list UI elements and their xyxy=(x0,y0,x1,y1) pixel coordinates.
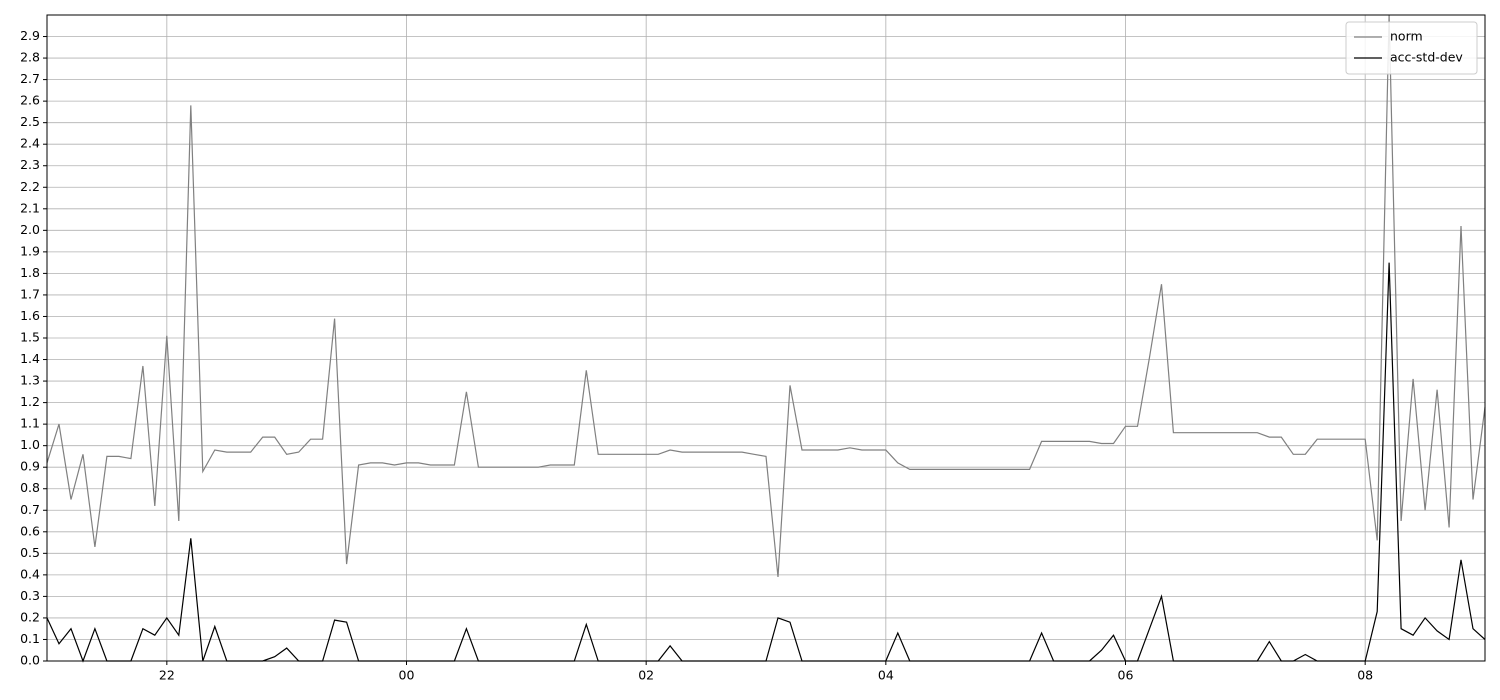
legend: norm acc-std-dev xyxy=(1345,21,1478,75)
y-tick-label: 1.3 xyxy=(20,373,40,388)
y-tick-label: 1.7 xyxy=(20,286,40,301)
y-tick-label: 2.2 xyxy=(20,179,40,194)
y-tick-label: 2.9 xyxy=(20,28,40,43)
y-tick-label: 2.8 xyxy=(20,50,40,65)
y-tick-label: 2.3 xyxy=(20,157,40,172)
y-tick-label: 2.6 xyxy=(20,93,40,108)
y-tick-label: 1.2 xyxy=(20,394,40,409)
series-line xyxy=(46,14,1486,578)
x-tick-label: 22 xyxy=(159,668,175,683)
y-tick-label: 0.1 xyxy=(20,631,40,646)
y-tick-label: 1.6 xyxy=(20,308,40,323)
y-tick-label: 2.5 xyxy=(20,114,40,129)
x-tick-label: 06 xyxy=(1118,668,1134,683)
y-tick-label: 1.8 xyxy=(20,265,40,280)
y-tick-label: 0.7 xyxy=(20,502,40,517)
y-tick-label: 0.4 xyxy=(20,566,40,581)
y-tick-label: 0.0 xyxy=(20,653,40,668)
y-tick-label: 1.9 xyxy=(20,243,40,258)
y-tick-label: 0.2 xyxy=(20,609,40,624)
x-tick-label: 08 xyxy=(1357,668,1373,683)
y-tick-label: 0.5 xyxy=(20,545,40,560)
x-tick-label: 00 xyxy=(399,668,415,683)
legend-label: norm xyxy=(1390,29,1423,44)
legend-box xyxy=(1345,21,1478,75)
y-tick-label: 1.0 xyxy=(20,437,40,452)
y-tick-label: 1.4 xyxy=(20,351,40,366)
y-tick-label: 0.3 xyxy=(20,588,40,603)
y-tick-label: 2.4 xyxy=(20,136,40,151)
y-tick-label: 1.1 xyxy=(20,416,40,431)
y-tick-label: 2.0 xyxy=(20,222,40,237)
x-tick-label: 02 xyxy=(638,668,654,683)
y-tick-label: 1.5 xyxy=(20,330,40,345)
y-tick-label: 0.8 xyxy=(20,480,40,495)
y-tick-label: 2.7 xyxy=(20,71,40,86)
y-tick-label: 0.6 xyxy=(20,523,40,538)
legend-label: acc-std-dev xyxy=(1390,50,1463,65)
plot-frame xyxy=(46,14,1486,662)
y-tick-label: 0.9 xyxy=(20,459,40,474)
x-tick-label: 04 xyxy=(878,668,894,683)
y-tick-label: 2.1 xyxy=(20,200,40,215)
